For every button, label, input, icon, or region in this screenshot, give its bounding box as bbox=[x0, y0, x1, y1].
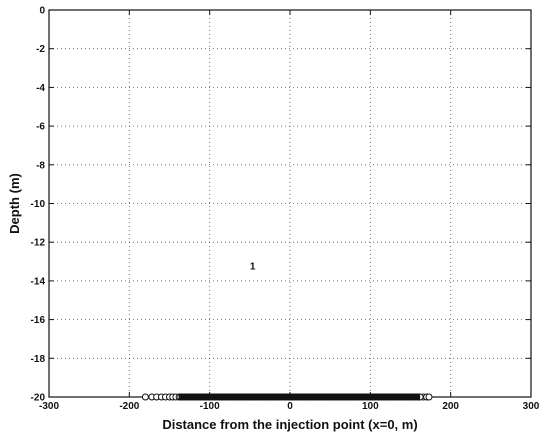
y-tick-label: -20 bbox=[31, 393, 46, 404]
y-axis-ticks: 0 -2 -4 -6 -8 -10 -12 -14 -16 -18 -20 bbox=[31, 6, 531, 404]
data-point bbox=[425, 393, 433, 401]
y-tick-label: 0 bbox=[39, 6, 45, 17]
x-tick-label: -100 bbox=[200, 401, 220, 412]
data-point bbox=[141, 393, 149, 401]
y-tick-label: -2 bbox=[36, 44, 45, 55]
x-tick-label: -200 bbox=[119, 401, 139, 412]
data-points bbox=[141, 393, 433, 401]
y-tick-label: -4 bbox=[36, 83, 45, 94]
y-tick-label: -16 bbox=[31, 315, 46, 326]
x-tick-label: 300 bbox=[523, 401, 540, 412]
y-tick-label: -12 bbox=[31, 238, 46, 249]
y-tick-label: -6 bbox=[36, 122, 45, 133]
x-tick-label: 100 bbox=[362, 401, 379, 412]
x-axis-title: Distance from the injection point (x=0, … bbox=[162, 417, 417, 432]
x-tick-label: 0 bbox=[287, 401, 293, 412]
x-tick-label: 200 bbox=[442, 401, 459, 412]
y-tick-label: -8 bbox=[36, 160, 45, 171]
y-tick-label: -18 bbox=[31, 354, 46, 365]
y-tick-label: -14 bbox=[31, 276, 46, 287]
y-tick-label: -10 bbox=[31, 199, 46, 210]
dense-point-cluster bbox=[179, 393, 421, 400]
grid-lines bbox=[49, 10, 531, 397]
x-axis-ticks: -300 -200 -100 0 100 200 300 bbox=[39, 10, 540, 412]
x-tick-label: -300 bbox=[39, 401, 59, 412]
y-axis-title: Depth (m) bbox=[7, 173, 22, 234]
annotation-label: 1 bbox=[250, 261, 256, 272]
